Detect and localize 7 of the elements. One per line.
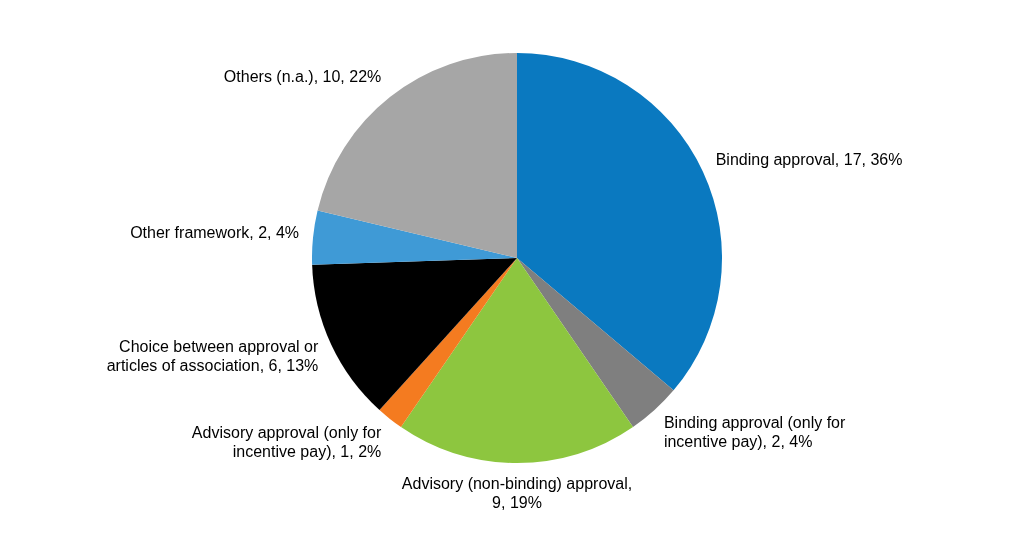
slice-label: Choice between approval or articles of association, 6, 13%	[106, 337, 320, 374]
slice-label: Binding approval (only for incentive pay), 2, 4%	[663, 413, 847, 450]
slice-label: Binding approval, 17, 36%	[715, 150, 903, 168]
slice-label: Advisory (non-binding) approval, 9, 19%	[401, 475, 633, 512]
slice-label: Advisory approval (only for incentive pay), 1, 2%	[191, 424, 382, 461]
slice-label: Others (n.a.), 10, 22%	[223, 67, 382, 85]
slice-label: Other framework, 2, 4%	[130, 224, 300, 242]
